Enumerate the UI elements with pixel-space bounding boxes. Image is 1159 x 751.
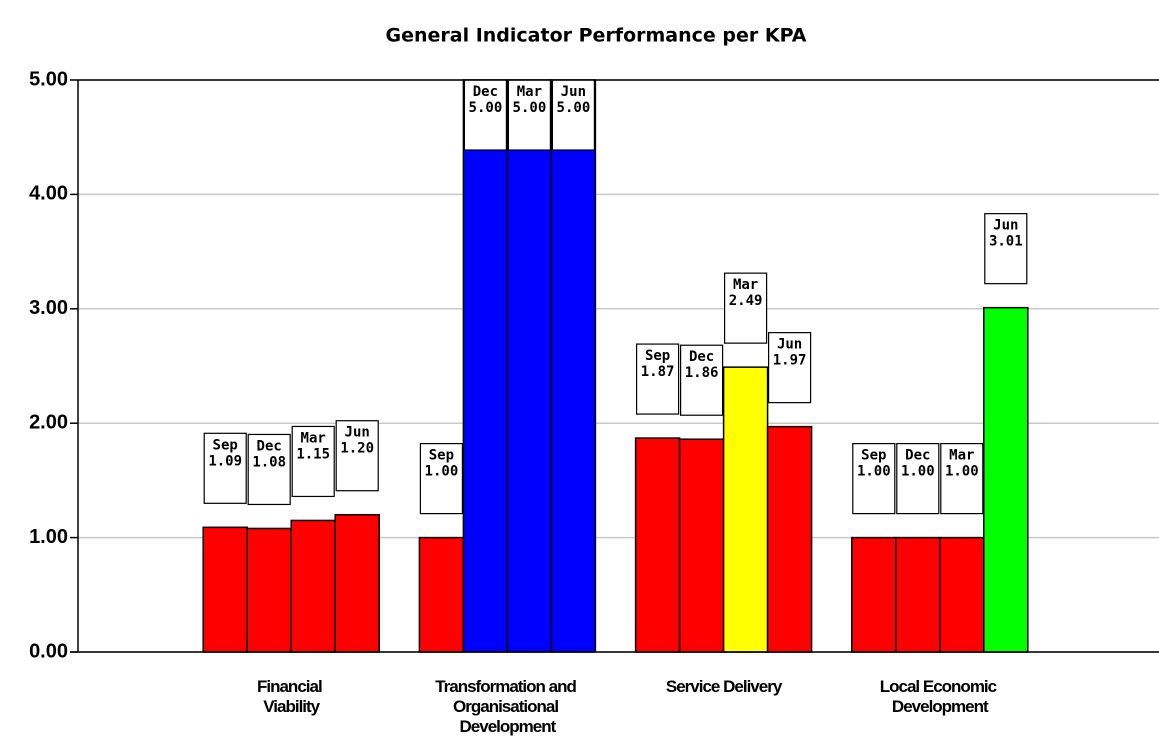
label-name: Sep [861, 448, 886, 464]
bar [983, 306, 1029, 653]
bar [939, 536, 985, 653]
label-box [767, 332, 812, 404]
data-label: 1.15 [296, 446, 330, 462]
label-name: Jun [993, 218, 1018, 234]
bar [766, 425, 813, 653]
chart-title: General Indicator Performance per KPA [386, 25, 807, 47]
y-tick-label: 1.00 [29, 526, 68, 548]
data-label: 1.00 [901, 464, 935, 480]
label-name: Mar [517, 84, 542, 100]
label-name: Sep [429, 448, 454, 464]
label-name: Dec [905, 448, 930, 464]
bar [678, 438, 725, 653]
x-tick-line: Service Delivery [666, 677, 783, 696]
data-label: 1.00 [945, 464, 979, 480]
data-label: 1.00 [857, 464, 891, 480]
data-label: 1.20 [340, 441, 374, 457]
data-label: 1.97 [773, 353, 807, 369]
label-name: Dec [473, 84, 498, 100]
bar [506, 79, 553, 653]
bar [634, 437, 681, 653]
label-name: Jun [777, 337, 802, 353]
label-box [291, 425, 335, 498]
y-tick-label: 3.00 [29, 297, 68, 319]
label-box [896, 443, 940, 515]
label-name: Sep [213, 437, 238, 453]
x-tick-label: Service Delivery [666, 677, 783, 696]
x-tick-line: Financial [257, 677, 325, 696]
label-name: Jun [345, 425, 370, 441]
bar [462, 79, 509, 653]
data-label: 1.08 [252, 454, 286, 470]
label-name: Dec [257, 438, 282, 454]
label-box [247, 433, 291, 506]
data-label: 5.00 [469, 100, 503, 116]
label-name: Dec [689, 349, 714, 365]
label-box [551, 79, 596, 151]
x-tick-label: Transformation and Organisational Develo… [435, 677, 579, 736]
x-tick-line: Development [460, 717, 557, 736]
label-box [679, 344, 724, 416]
bar [246, 527, 292, 653]
label-box [723, 272, 768, 344]
label-name: Sep [645, 348, 670, 364]
label-name: Mar [733, 277, 758, 293]
label-box [852, 443, 896, 515]
label-name: Mar [301, 430, 326, 446]
data-label: 1.00 [425, 464, 459, 480]
data-label: 1.09 [208, 453, 242, 469]
bar [550, 79, 597, 653]
y-tick-label: 4.00 [29, 183, 68, 205]
bar [851, 536, 897, 653]
data-label: 1.86 [685, 365, 719, 381]
label-box [419, 443, 463, 515]
label-box [984, 213, 1028, 285]
x-tick-label: Financial Viability [257, 677, 325, 716]
data-label: 3.01 [989, 234, 1023, 250]
y-tick-label: 2.00 [29, 411, 68, 433]
x-tick-label: Local Economic Development [880, 677, 1000, 716]
bar [418, 536, 465, 653]
x-tick-line: Local Economic [880, 677, 1000, 696]
x-tick-line: Organisational [453, 697, 562, 716]
x-tick-line: Development [892, 697, 989, 716]
bar [722, 366, 769, 653]
y-tick-label: 0.00 [29, 640, 68, 662]
x-tick-line: Viability [263, 697, 320, 716]
x-tick-line: Transformation and [435, 677, 579, 696]
bar [334, 513, 380, 653]
label-name: Mar [949, 448, 974, 464]
data-label: 2.49 [729, 293, 763, 309]
bar [895, 536, 941, 653]
label-box [335, 420, 379, 492]
label-box [940, 443, 984, 515]
bar [202, 526, 248, 653]
label-box [507, 79, 551, 151]
data-label: 5.00 [513, 100, 547, 116]
data-label: 5.00 [557, 100, 591, 116]
label-box [203, 432, 247, 504]
label-name: Jun [561, 84, 586, 100]
data-label: 1.87 [641, 364, 675, 380]
label-box [463, 79, 507, 151]
y-tick-label: 5.00 [29, 68, 68, 90]
label-box [635, 343, 680, 415]
bar [290, 519, 336, 653]
